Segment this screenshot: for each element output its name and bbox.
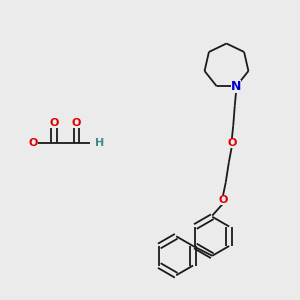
- Text: O: O: [227, 138, 236, 148]
- Text: H: H: [94, 137, 104, 148]
- Text: O: O: [72, 118, 81, 128]
- Text: O: O: [49, 118, 59, 128]
- Text: N: N: [231, 80, 242, 93]
- Text: O: O: [28, 137, 38, 148]
- Text: O: O: [218, 195, 227, 205]
